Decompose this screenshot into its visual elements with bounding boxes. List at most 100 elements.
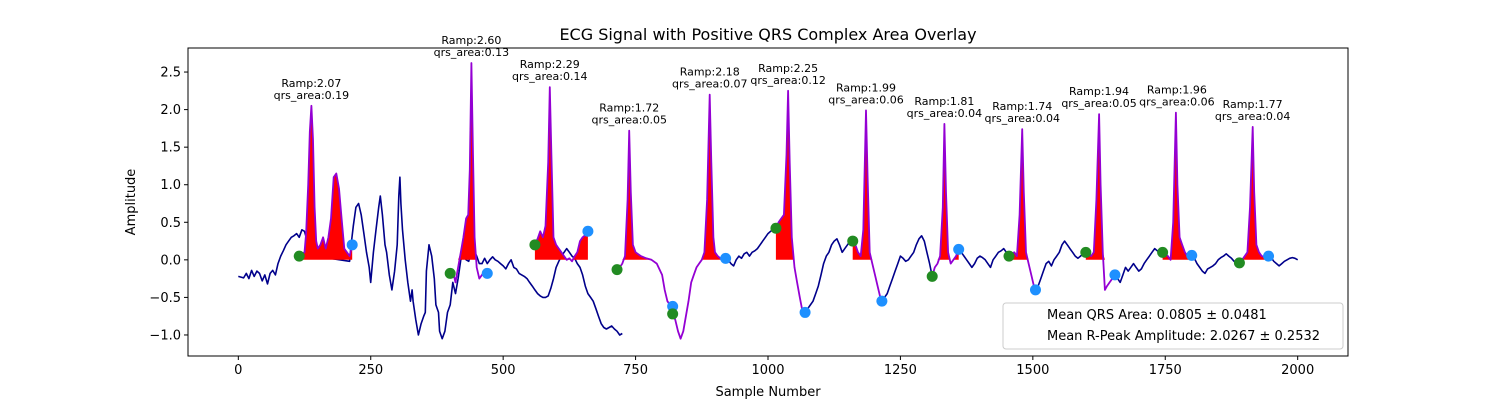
qrs-onset-marker: [611, 264, 623, 276]
ecg-signal-line: [1114, 247, 1163, 284]
qrs-offset-marker: [1263, 250, 1275, 262]
qrs-onset-marker: [847, 235, 859, 247]
qrs-segment-line: [1085, 113, 1116, 291]
qrs-area-fill: [299, 105, 353, 260]
qrs-onset-marker: [926, 270, 938, 282]
qrs-segment-line: [616, 129, 674, 308]
ecg-signal-line: [804, 238, 853, 313]
y-tick-label: 2.5: [160, 66, 181, 81]
qrs-area-label: qrs_area:0.04: [985, 112, 1060, 125]
x-tick-label: 1500: [1016, 363, 1049, 378]
qrs-segment-line: [671, 93, 727, 340]
r-peak-amplitude-label: Ramp:2.60: [441, 34, 501, 47]
ecg-signal-line: [1268, 255, 1299, 267]
r-peak-amplitude-label: Ramp:1.96: [1147, 84, 1207, 97]
qrs-offset-marker: [876, 295, 888, 307]
y-tick-label: 1.5: [160, 141, 181, 156]
qrs-segment-line: [775, 89, 806, 314]
qrs-segment-line: [851, 109, 883, 302]
r-peak-amplitude-label: Ramp:1.99: [836, 81, 896, 94]
x-tick-label: 0: [234, 363, 242, 378]
qrs-offset-marker: [1109, 269, 1121, 281]
qrs-area-fill: [617, 130, 673, 260]
r-peak-amplitude-label: Ramp:1.77: [1223, 98, 1283, 111]
qrs-area-fill: [775, 90, 806, 260]
x-tick-label: 1250: [884, 363, 917, 378]
qrs-offset-marker: [1186, 249, 1198, 261]
qrs-offset-marker: [481, 267, 493, 279]
qrs-area-fill: [534, 87, 588, 260]
qrs-onset-marker: [770, 222, 782, 234]
qrs-offset-marker: [1029, 284, 1041, 296]
axis-ticks: 0 250 500 750 1000 1250 1500 1750 2000 −1.0 −0.5 0.…: [149, 66, 1314, 378]
qrs-segment-line: [298, 104, 354, 258]
ecg-signal-line: [1034, 240, 1087, 291]
qrs-area-label: qrs_area:0.04: [1215, 110, 1290, 123]
qrs-area-label: qrs_area:0.12: [750, 74, 825, 87]
qrs-area-label: qrs_area:0.14: [512, 70, 587, 83]
legend-entry-qrs-area: Mean QRS Area: 0.0805 ± 0.0481: [1047, 308, 1267, 323]
r-peak-amplitude-label: Ramp:2.07: [281, 77, 341, 90]
y-tick-label: 0.5: [160, 216, 181, 231]
plot-content: [238, 62, 1299, 340]
qrs-offset-marker: [953, 243, 965, 255]
y-tick-label: 1.0: [160, 178, 181, 193]
x-tick-label: 500: [491, 363, 516, 378]
x-tick-label: 1000: [751, 363, 784, 378]
legend-box: [1002, 302, 1344, 350]
r-peak-amplitude-label: Ramp:1.74: [992, 100, 1052, 113]
y-tick-label: 0.0: [160, 253, 181, 268]
qrs-area-label: qrs_area:0.05: [591, 114, 666, 127]
r-peak-amplitude-label: Ramp:1.72: [599, 102, 659, 115]
y-tick-label: −0.5: [149, 291, 181, 306]
x-tick-label: 2000: [1281, 363, 1314, 378]
qrs-offset-marker: [582, 225, 594, 237]
qrs-area-label: qrs_area:0.05: [1061, 97, 1136, 110]
r-peak-amplitude-label: Ramp:1.81: [914, 95, 974, 108]
qrs-area-fill: [450, 63, 488, 260]
qrs-area-fill: [672, 94, 726, 260]
y-tick-label: −1.0: [149, 328, 181, 343]
qrs-area-fill: [1009, 129, 1036, 260]
ecg-signal-line: [881, 235, 933, 302]
qrs-onset-marker: [1233, 257, 1245, 269]
qrs-offset-marker: [346, 239, 358, 251]
qrs-area-label: qrs_area:0.04: [907, 107, 982, 120]
y-tick-label: 2.0: [160, 103, 181, 118]
qrs-segment-line: [1008, 128, 1037, 291]
qrs-onset-marker: [529, 239, 541, 251]
ecg-signal-line: [1191, 253, 1240, 275]
legend-entry-r-peak: Mean R-Peak Amplitude: 2.0267 ± 0.2532: [1047, 329, 1320, 344]
qrs-segment-line: [449, 62, 488, 284]
qrs-onset-marker: [293, 250, 305, 262]
qrs-area-label: qrs_area:0.13: [434, 46, 509, 59]
ecg-signal-line: [725, 227, 777, 267]
qrs-area-label: qrs_area:0.19: [274, 89, 349, 102]
qrs-onset-marker: [1080, 246, 1092, 258]
qrs-offset-marker: [799, 306, 811, 318]
qrs-area-label: qrs_area:0.06: [1139, 96, 1214, 109]
x-axis-label: Sample Number: [715, 385, 821, 400]
qrs-onset-marker: [1003, 250, 1015, 262]
plot-area: Ramp:2.07qrs_area:0.19Ramp:2.60qrs_area:…: [238, 34, 1299, 340]
r-peak-amplitude-label: Ramp:2.29: [520, 58, 580, 71]
ecg-signal-line: [958, 247, 1010, 269]
r-peak-amplitude-label: Ramp:2.25: [758, 62, 818, 75]
qrs-segment-line: [931, 123, 960, 277]
qrs-onset-marker: [667, 308, 679, 320]
r-peak-amplitude-label: Ramp:1.94: [1069, 85, 1129, 98]
qrs-area-label: qrs_area:0.06: [828, 93, 903, 106]
x-tick-label: 1750: [1149, 363, 1182, 378]
legend: Mean QRS Area: 0.0805 ± 0.0481 Mean R-Pe…: [1002, 302, 1344, 350]
x-tick-label: 250: [358, 363, 383, 378]
r-peak-amplitude-label: Ramp:2.18: [680, 66, 740, 79]
chart-title: ECG Signal with Positive QRS Complex Are…: [559, 25, 976, 44]
qrs-onset-marker: [444, 267, 456, 279]
qrs-segment-line: [534, 86, 589, 263]
qrs-onset-marker: [1157, 246, 1169, 258]
x-tick-label: 750: [623, 363, 648, 378]
qrs-area-label: qrs_area:0.07: [672, 78, 747, 91]
y-axis-label: Amplitude: [124, 169, 139, 236]
